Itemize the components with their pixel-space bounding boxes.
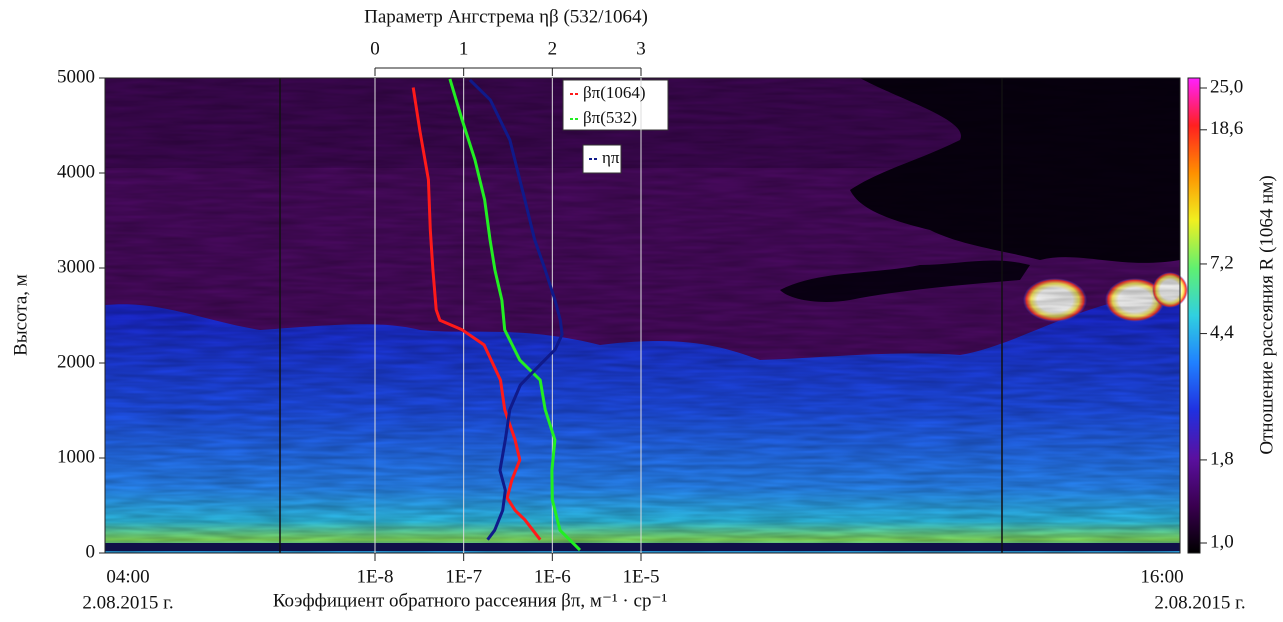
time-label: 04:00	[106, 566, 149, 587]
colorbar-tick-label: 4,4	[1210, 322, 1234, 343]
x-tick-label: 1E-7	[445, 566, 482, 587]
y-tick-label: 1000	[57, 446, 95, 467]
y-tick-label: 4000	[57, 161, 95, 182]
colorbar-tick-label: 7,2	[1210, 252, 1234, 273]
date-label: 2.08.2015 г.	[82, 592, 173, 613]
y-tick-label: 0	[86, 541, 96, 562]
y-tick-label: 2000	[57, 351, 95, 372]
x-tick-label: 1E-5	[623, 566, 660, 587]
legend-label: βπ(1064)	[583, 83, 646, 102]
colorbar-tick-label: 25,0	[1210, 76, 1243, 97]
legend-label: βπ(532)	[583, 108, 637, 127]
profile-line	[448, 78, 582, 552]
x2-tick-label: 3	[636, 38, 646, 59]
date-label: 2.08.2015 г.	[1154, 592, 1245, 613]
x-tick-label: 1E-6	[534, 566, 571, 587]
colorbar-title: Отношение рассеяния R (1064 нм)	[1256, 175, 1277, 454]
profile-line	[468, 78, 564, 541]
legend-label: ηπ	[602, 148, 620, 167]
colorbar	[1187, 77, 1201, 554]
y-tick-label: 3000	[57, 256, 95, 277]
colorbar-tick-label: 1,0	[1210, 531, 1234, 552]
colorbar-tick-label: 18,6	[1210, 118, 1243, 139]
legend-box	[562, 79, 669, 131]
x2-tick-label: 1	[459, 38, 469, 59]
colorbar-tick-label: 1,8	[1210, 448, 1234, 469]
x-tick-label: 1E-8	[357, 566, 394, 587]
x2-tick-label: 0	[370, 38, 380, 59]
y-axis-title: Высота, м	[10, 274, 31, 356]
y-tick-label: 5000	[57, 66, 95, 87]
heatmap	[104, 77, 1188, 554]
time-label: 16:00	[1140, 566, 1183, 587]
x2-tick-label: 2	[548, 38, 558, 59]
profile-line	[411, 87, 542, 541]
top-axis-title: Параметр Ангстрема ηβ (532/1064)	[364, 6, 648, 27]
x-axis-title: Коэффициент обратного рассеяния βπ, м⁻¹ …	[273, 590, 668, 611]
